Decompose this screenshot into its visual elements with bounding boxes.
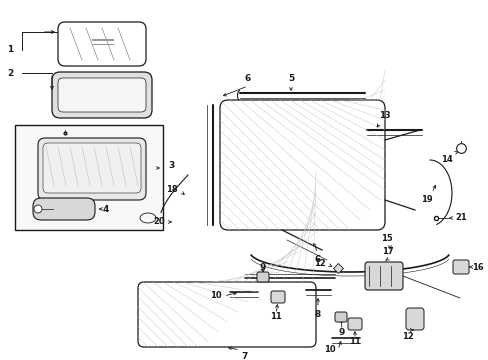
Text: 6: 6 (244, 74, 251, 83)
Text: 4: 4 (103, 204, 109, 213)
FancyBboxPatch shape (38, 138, 146, 200)
Text: 15: 15 (380, 234, 392, 243)
FancyBboxPatch shape (58, 78, 146, 112)
FancyBboxPatch shape (257, 272, 268, 282)
Text: 11: 11 (269, 312, 281, 321)
Text: 20: 20 (153, 217, 164, 226)
Text: 3: 3 (168, 161, 174, 170)
Text: 19: 19 (420, 195, 432, 204)
FancyBboxPatch shape (347, 318, 361, 330)
Text: 14: 14 (440, 155, 452, 164)
Text: 18: 18 (166, 185, 178, 194)
Text: 16: 16 (471, 262, 483, 271)
Text: 1: 1 (7, 45, 13, 54)
FancyBboxPatch shape (364, 262, 402, 290)
FancyBboxPatch shape (405, 308, 423, 330)
Text: 7: 7 (242, 352, 248, 360)
FancyBboxPatch shape (52, 72, 152, 118)
FancyBboxPatch shape (43, 143, 141, 193)
Text: 12: 12 (401, 332, 413, 341)
Text: 8: 8 (314, 310, 321, 319)
Text: 11: 11 (348, 337, 360, 346)
Text: 9: 9 (259, 263, 265, 272)
Text: 2: 2 (7, 68, 13, 77)
Text: 17: 17 (382, 247, 393, 256)
FancyBboxPatch shape (334, 312, 346, 322)
FancyBboxPatch shape (270, 291, 285, 303)
Circle shape (34, 205, 42, 213)
Text: 10: 10 (324, 346, 335, 355)
Text: 9: 9 (338, 328, 345, 337)
FancyBboxPatch shape (220, 100, 384, 230)
FancyBboxPatch shape (33, 198, 95, 220)
Text: 13: 13 (378, 111, 390, 120)
Bar (15, 125, 163, 230)
FancyBboxPatch shape (58, 22, 146, 66)
FancyBboxPatch shape (138, 282, 315, 347)
FancyBboxPatch shape (452, 260, 468, 274)
Text: 5: 5 (287, 74, 293, 83)
Text: 10: 10 (210, 292, 222, 301)
Text: 12: 12 (314, 258, 325, 267)
Text: 6: 6 (314, 255, 321, 264)
Text: 21: 21 (454, 213, 466, 222)
